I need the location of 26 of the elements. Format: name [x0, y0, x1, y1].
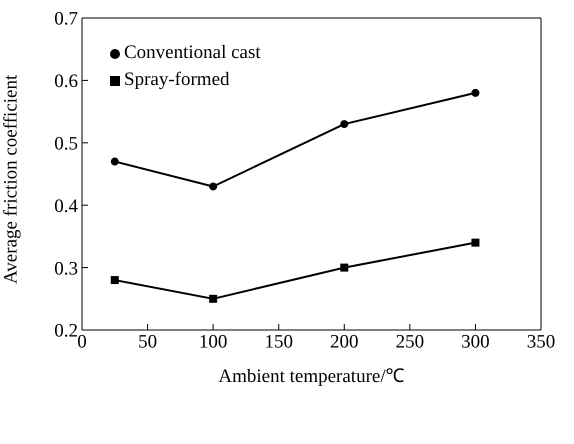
y-tick-label: 0.2	[54, 320, 78, 342]
legend-label: Conventional cast	[124, 42, 261, 63]
x-tick-label: 350	[526, 331, 556, 352]
point	[209, 294, 218, 303]
legend-label: Spray-formed	[124, 69, 230, 90]
y-tick-label: 0.4	[54, 196, 78, 217]
point	[209, 182, 218, 190]
x-tick-label: 250	[396, 331, 424, 352]
y-axis-title: Average friction coefficient	[0, 74, 22, 284]
y-tick-label: 0.3	[54, 258, 78, 280]
y-tick-label: 0.6	[54, 71, 78, 92]
point	[340, 264, 348, 272]
x-tick-label: 0	[77, 331, 87, 352]
x-tick-label: 50	[138, 331, 158, 352]
point	[110, 158, 119, 166]
point	[340, 120, 348, 128]
x-tick-label: 150	[264, 331, 293, 352]
point	[471, 88, 480, 97]
x-tick-label: 200	[330, 331, 359, 352]
x-axis-title: Ambient temperature/℃	[218, 366, 405, 387]
x-tick-label: 100	[198, 331, 228, 352]
x-tick-label: 300	[461, 331, 490, 352]
point	[471, 238, 480, 247]
y-tick-label: 0.5	[54, 134, 78, 155]
point	[110, 276, 119, 284]
y-tick-label: 0.7	[54, 8, 78, 30]
